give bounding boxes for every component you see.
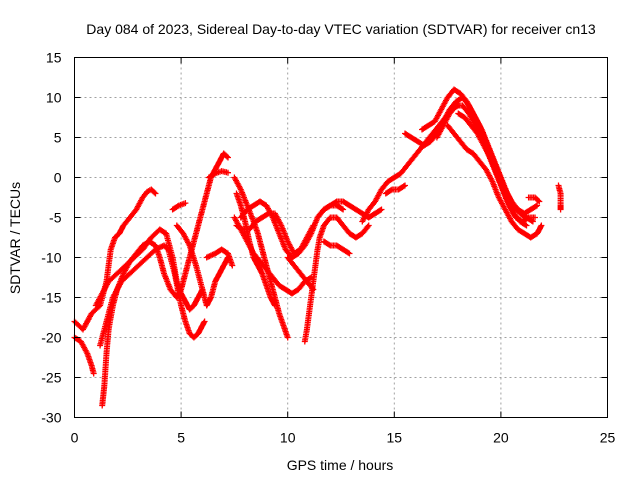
data-marks	[71, 86, 564, 409]
data-point-markers	[320, 238, 353, 257]
chart-title: Day 084 of 2023, Sidereal Day-to-day VTE…	[86, 21, 596, 37]
series-trace-25	[455, 110, 538, 225]
data-point-markers	[301, 214, 372, 345]
y-axis-label: SDTVAR / TECUs	[7, 182, 23, 294]
x-tick-label: 20	[493, 430, 509, 446]
plot-frame	[74, 57, 608, 418]
y-tick-label: -30	[41, 410, 61, 426]
axes: 0 5 10 15 20 25 -30 -25 -20 -15 -10 -5 0 5 10 15	[41, 50, 615, 446]
series-trace-9	[205, 168, 231, 181]
data-point-markers	[444, 122, 545, 241]
data-point-markers	[455, 110, 538, 225]
series-trace-24	[444, 122, 545, 241]
y-tick-label: -5	[49, 210, 62, 226]
y-tick-label: -10	[41, 250, 61, 266]
y-tick-label: 5	[54, 130, 62, 146]
y-tick-label: -20	[41, 330, 61, 346]
series-trace-6	[169, 200, 189, 213]
data-point-markers	[169, 200, 189, 213]
y-tick-label: -15	[41, 290, 61, 306]
series-trace-3	[99, 150, 231, 409]
series-trace-17	[320, 238, 353, 257]
data-point-markers	[99, 150, 231, 409]
series-trace-7	[173, 222, 231, 309]
data-point-markers	[203, 246, 236, 269]
series-trace-5	[97, 242, 208, 349]
series-trace-18	[284, 254, 317, 293]
x-tick-label: 5	[177, 430, 185, 446]
data-point-markers	[205, 168, 231, 181]
y-tick-label: -25	[41, 370, 61, 386]
series-trace-20	[382, 182, 408, 197]
series-trace-14	[233, 210, 317, 257]
x-tick-label: 0	[71, 430, 79, 446]
data-point-markers	[284, 254, 317, 293]
series-trace-26	[525, 194, 543, 205]
series-trace-8	[203, 246, 236, 269]
x-tick-label: 10	[280, 430, 296, 446]
y-tick-label: 10	[46, 90, 62, 106]
data-point-markers	[233, 210, 317, 257]
x-tick-label: 15	[387, 430, 403, 446]
data-point-markers	[555, 182, 564, 213]
x-tick-label: 25	[600, 430, 616, 446]
data-point-markers	[382, 182, 408, 197]
y-tick-label: 15	[46, 50, 62, 66]
data-point-markers	[97, 242, 208, 349]
series-trace-15	[301, 214, 372, 345]
x-axis-label: GPS time / hours	[287, 457, 394, 473]
data-point-markers	[525, 194, 543, 205]
series-trace-27	[555, 182, 564, 213]
data-point-markers	[173, 222, 231, 309]
y-tick-label: 0	[54, 170, 62, 186]
